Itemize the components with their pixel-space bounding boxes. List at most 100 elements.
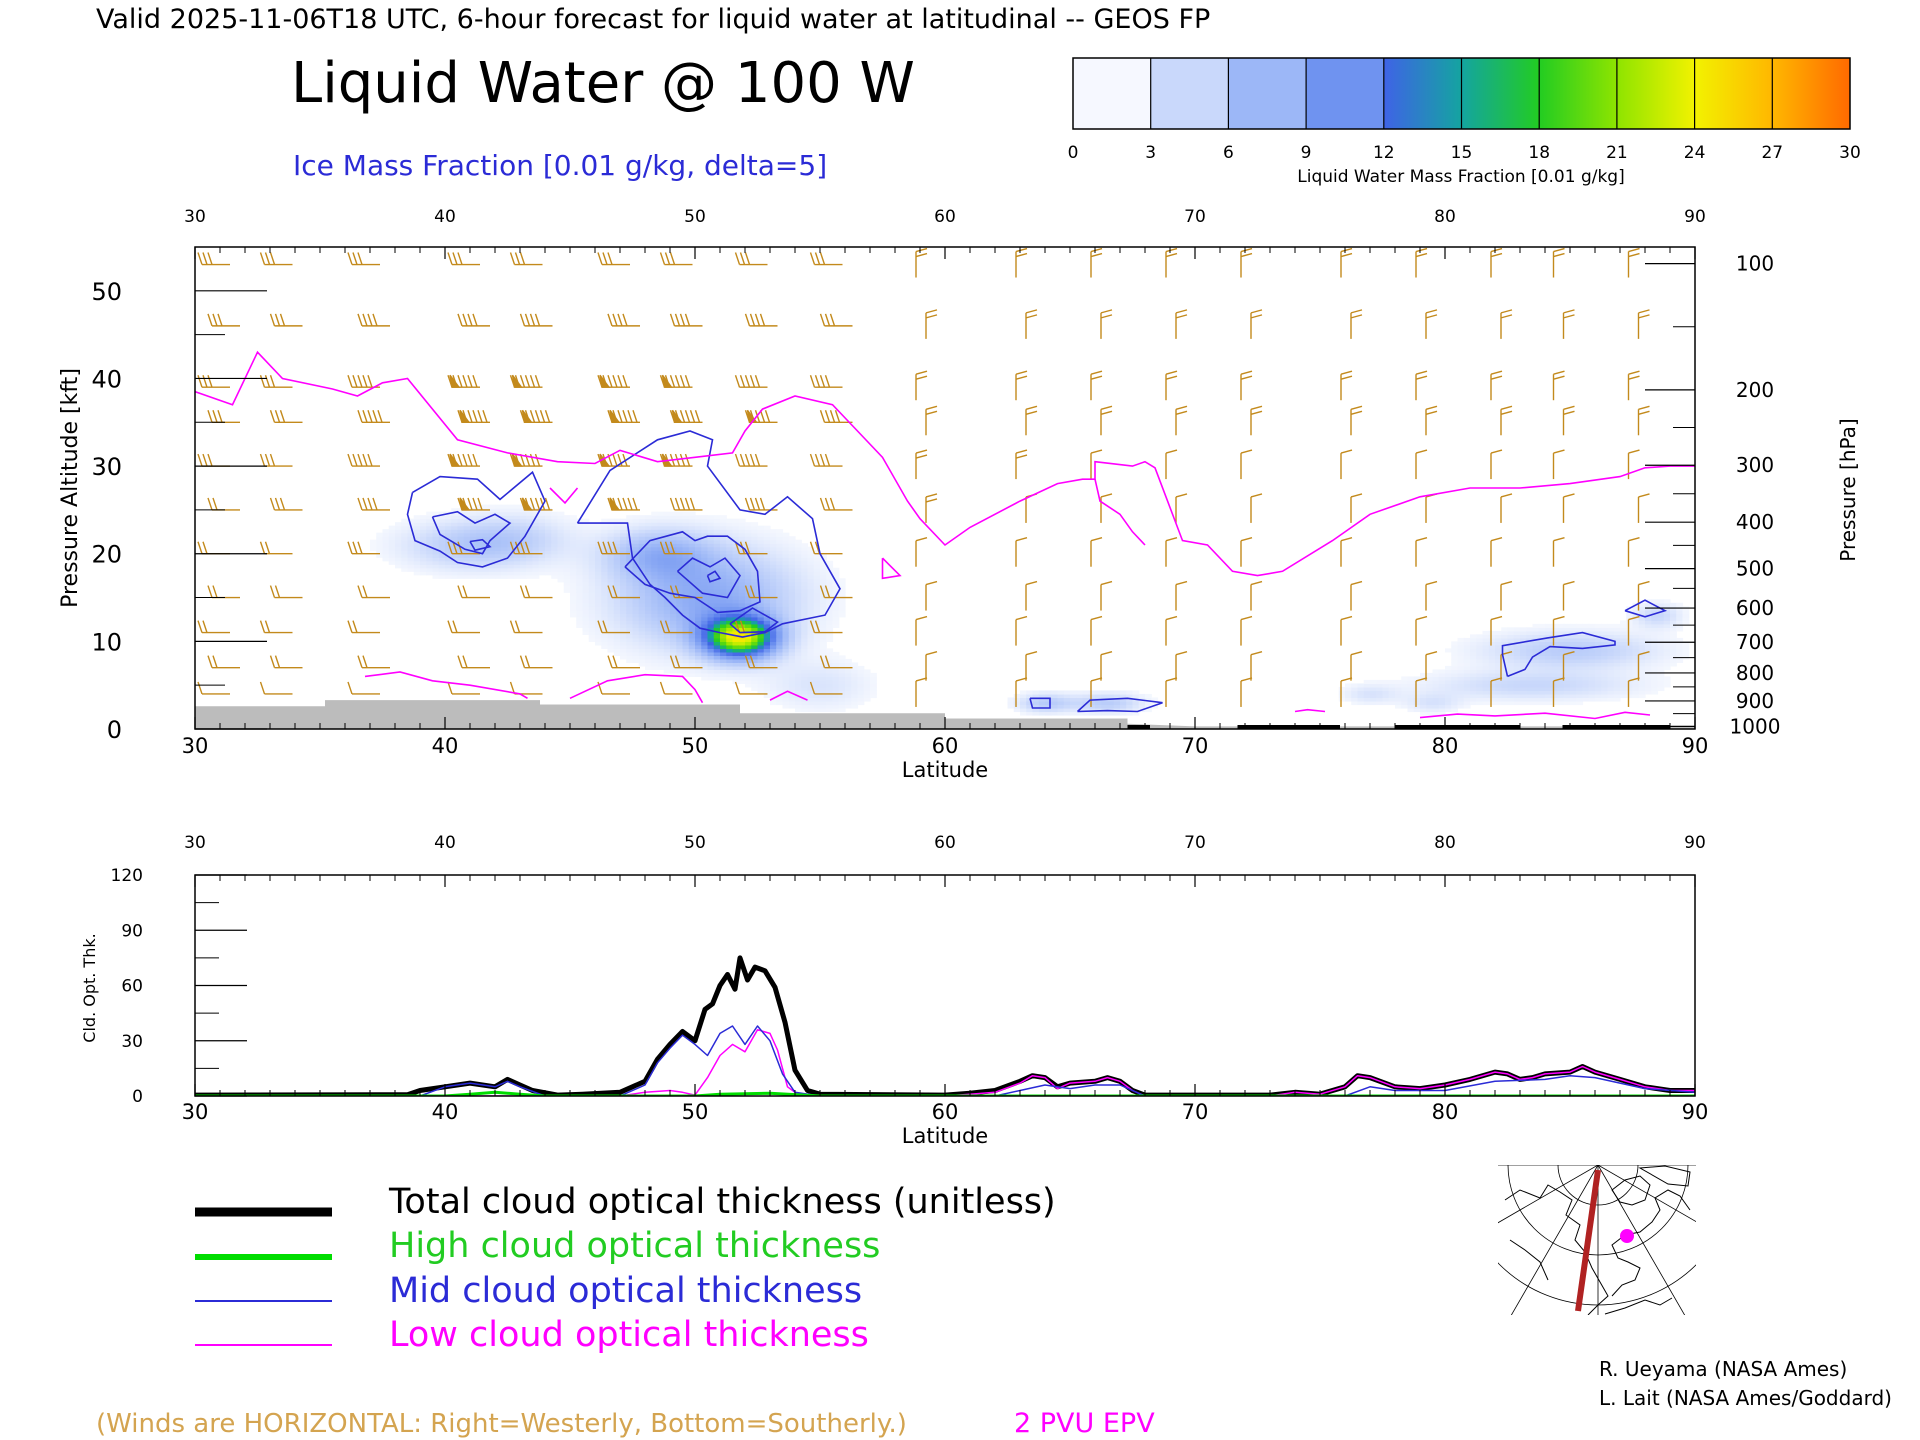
heatmap-cell	[751, 571, 759, 576]
heatmap-cell	[645, 529, 652, 534]
wind-barb	[1562, 580, 1575, 611]
heatmap-cell	[745, 644, 752, 649]
heatmap-cell	[645, 557, 652, 562]
heatmap-cell	[845, 704, 852, 709]
heatmap-cell	[720, 567, 727, 572]
heatmap-cell	[745, 581, 752, 586]
heatmap-cell	[445, 571, 452, 576]
bottom-y-tick-label: 60	[121, 977, 143, 997]
heatmap-cell	[813, 672, 821, 678]
heatmap-cell	[820, 637, 827, 642]
heatmap-cell	[801, 609, 809, 614]
heatmap-cell	[632, 592, 640, 597]
heatmap-cell	[1101, 711, 1109, 716]
heatmap-cell	[1507, 700, 1515, 706]
heatmap-cell	[763, 557, 771, 562]
heatmap-cell	[451, 567, 459, 572]
heatmap-cell	[1645, 658, 1652, 663]
heatmap-cell	[838, 690, 846, 695]
heatmap-cell	[688, 550, 696, 555]
heatmap-cell	[1676, 620, 1684, 625]
heatmap-cell	[382, 546, 390, 551]
heatmap-cell	[1532, 683, 1540, 688]
heatmap-cell	[745, 536, 752, 541]
heatmap-cell	[1620, 693, 1627, 699]
heatmap-cell	[638, 525, 646, 530]
heatmap-cell	[588, 637, 596, 642]
heatmap-cell	[1338, 697, 1346, 702]
heatmap-cell	[795, 627, 802, 632]
heatmap-cell	[582, 613, 590, 618]
heatmap-cell	[495, 564, 502, 569]
heatmap-cell	[1513, 630, 1521, 635]
heatmap-cell	[645, 553, 652, 558]
heatmap-cell	[782, 672, 790, 678]
heatmap-cell	[651, 525, 659, 530]
heatmap-cell	[532, 522, 540, 527]
heatmap-cell	[707, 595, 715, 600]
heatmap-cell	[632, 532, 640, 537]
heatmap-cell	[1526, 627, 1534, 632]
heatmap-cell	[676, 648, 684, 653]
heatmap-cell	[713, 567, 721, 572]
heatmap-cell	[1607, 690, 1615, 695]
heatmap-cell	[707, 630, 715, 635]
heatmap-cell	[788, 627, 796, 632]
heatmap-cell	[726, 637, 734, 642]
heatmap-cell	[1426, 700, 1434, 706]
heatmap-cell	[1445, 669, 1452, 674]
heatmap-cell	[420, 518, 427, 523]
heatmap-cell	[488, 543, 496, 548]
heatmap-cell	[526, 567, 534, 572]
heatmap-cell	[826, 690, 834, 695]
heatmap-cell	[488, 508, 496, 513]
heatmap-cell	[1520, 637, 1527, 642]
heatmap-cell	[776, 648, 784, 653]
heatmap-cell	[1501, 669, 1509, 674]
heatmap-cell	[1113, 711, 1121, 716]
heatmap-cell	[407, 560, 415, 565]
heatmap-cell	[851, 690, 859, 695]
heatmap-cell	[807, 560, 815, 565]
heatmap-cell	[1657, 669, 1665, 674]
heatmap-cell	[626, 578, 634, 583]
heatmap-cell	[451, 536, 459, 541]
heatmap-cell	[657, 557, 665, 562]
heatmap-cell	[1545, 683, 1552, 688]
heatmap-cell	[470, 550, 477, 555]
heatmap-cell	[1607, 627, 1615, 632]
heatmap-cell	[732, 543, 740, 548]
heatmap-cell	[745, 651, 752, 656]
heatmap-cell	[507, 511, 515, 516]
heatmap-cell	[663, 518, 671, 523]
heatmap-cell	[695, 543, 702, 548]
heatmap-cell	[1438, 686, 1446, 692]
heatmap-cell	[776, 564, 784, 569]
heatmap-cell	[595, 634, 602, 639]
heatmap-cell	[595, 574, 602, 579]
heatmap-cell	[638, 602, 646, 607]
heatmap-cell	[1670, 620, 1677, 625]
heatmap-cell	[1557, 679, 1565, 685]
heatmap-cell	[757, 672, 765, 678]
heatmap-cell	[770, 599, 777, 604]
heatmap-cell	[820, 595, 827, 600]
heatmap-cell	[1607, 693, 1615, 699]
heatmap-cell	[657, 511, 665, 516]
heatmap-cell	[720, 655, 727, 660]
heatmap-cell	[632, 557, 640, 562]
heatmap-cell	[1482, 669, 1490, 674]
heatmap-cell	[1032, 707, 1040, 713]
heatmap-cell	[520, 560, 527, 565]
heatmap-cell	[676, 641, 684, 646]
heatmap-cell	[1682, 644, 1690, 649]
heatmap-cell	[726, 648, 734, 653]
heatmap-cell	[1476, 665, 1484, 671]
heatmap-cell	[663, 634, 671, 639]
heatmap-cell	[520, 571, 527, 576]
heatmap-cell	[576, 616, 584, 621]
heatmap-cell	[807, 567, 815, 572]
heatmap-cell	[413, 536, 421, 541]
heatmap-cell	[688, 672, 696, 678]
top-y-tick-label: 10	[91, 628, 122, 656]
